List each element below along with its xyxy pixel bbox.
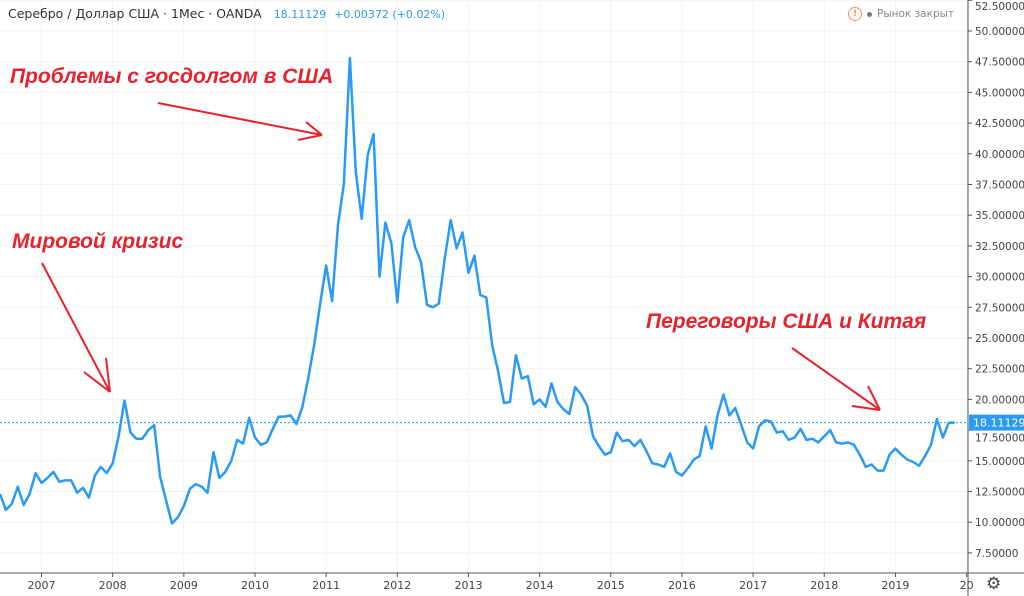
- x-tick-label: 2013: [454, 579, 482, 592]
- price-change: +0.00372 (+0.02%): [334, 8, 446, 21]
- y-tick-label: 25.00000: [975, 333, 1024, 345]
- y-tick-label: 40.00000: [975, 149, 1024, 161]
- annotation-debt: Проблемы с госдолгом в США: [10, 65, 333, 88]
- svg-text:18.11129: 18.11129: [973, 417, 1024, 430]
- y-tick-label: 35.00000: [975, 210, 1024, 222]
- y-tick-label: 50.00000: [975, 26, 1024, 38]
- y-tick-label: 30.00000: [975, 272, 1024, 284]
- last-price: 18.11129: [273, 8, 327, 21]
- y-tick-label: 15.00000: [975, 456, 1024, 468]
- arrow-trade: [791, 347, 881, 411]
- x-tick-label: 2010: [241, 579, 269, 592]
- x-tick-label: 2012: [383, 579, 411, 592]
- arrow-crisis: [41, 262, 111, 393]
- market-status: ! Рынок закрыт: [848, 7, 954, 21]
- x-tick-label: 2017: [739, 579, 767, 592]
- arrow-debt: [157, 102, 323, 141]
- annotation-arrows: [41, 102, 881, 411]
- y-tick-label: 10.00000: [975, 517, 1024, 529]
- y-tick-label: 27.50000: [975, 302, 1024, 314]
- last-price-label: 18.11129: [969, 414, 1024, 431]
- annotation-crisis: Мировой кризис: [12, 230, 183, 253]
- x-tick-label: 2014: [526, 579, 554, 592]
- x-tick-label: 2015: [597, 579, 625, 592]
- x-tick-label: 2019: [881, 579, 909, 592]
- chart-header: Серебро / Доллар США · 1Мес · OANDA 18.1…: [8, 6, 445, 21]
- annotation-trade: Переговоры США и Китая: [646, 310, 926, 333]
- y-tick-label: 7.50000: [975, 548, 1018, 560]
- y-tick-label: 37.50000: [975, 180, 1024, 192]
- y-tick-label: 52.50000: [975, 1, 1024, 13]
- x-tick-label: 2011: [312, 579, 340, 592]
- x-tick-label: 20: [960, 579, 974, 592]
- y-tick-label: 42.50000: [975, 118, 1024, 130]
- y-tick-label: 12.50000: [975, 487, 1024, 499]
- silver-price-line: [0, 56, 955, 525]
- x-tick-label: 2009: [170, 579, 198, 592]
- settings-gear-icon[interactable]: ⚙: [986, 574, 1002, 594]
- warning-icon[interactable]: !: [848, 7, 862, 21]
- market-status-text: Рынок закрыт: [877, 8, 955, 20]
- x-tick-label: 2018: [810, 579, 838, 592]
- y-tick-label: 45.00000: [975, 87, 1024, 99]
- x-tick-label: 2007: [28, 579, 56, 592]
- y-tick-label: 32.50000: [975, 241, 1024, 253]
- x-tick-label: 2008: [99, 579, 127, 592]
- y-tick-label: 20.00000: [975, 394, 1024, 406]
- x-tick-label: 2016: [668, 579, 696, 592]
- y-tick-label: 17.50000: [975, 433, 1024, 445]
- status-dot-icon: [867, 11, 872, 17]
- y-tick-label: 22.50000: [975, 364, 1024, 376]
- y-tick-label: 47.50000: [975, 57, 1024, 69]
- symbol-title[interactable]: Серебро / Доллар США · 1Мес · OANDA: [8, 6, 262, 21]
